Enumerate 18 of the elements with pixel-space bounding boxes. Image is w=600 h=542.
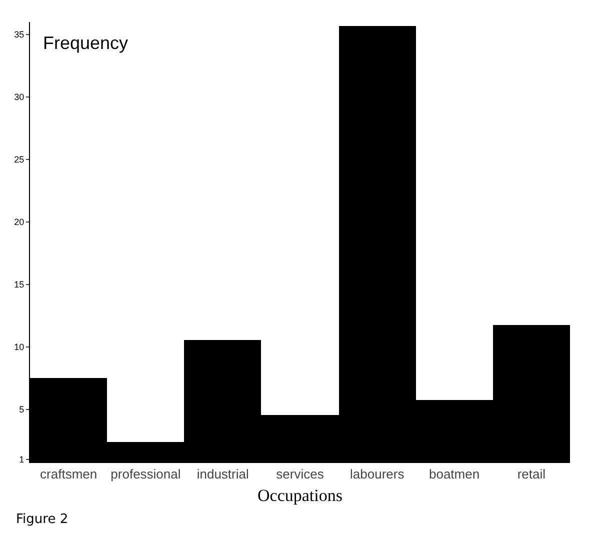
y-tick-label: 30 <box>14 92 24 102</box>
y-tick-label: 5 <box>19 404 24 415</box>
x-tick-label: retail <box>517 466 546 482</box>
x-tick-label: services <box>276 466 324 482</box>
x-axis-title: Occupations <box>258 486 342 505</box>
x-tick-label: industrial <box>196 466 249 482</box>
x-tick-label: labourers <box>350 466 405 482</box>
y-tick-label: 1 <box>19 454 24 465</box>
y-tick-label: 20 <box>14 217 24 228</box>
x-tick-label: craftsmen <box>40 466 98 482</box>
caption: Figure 2 <box>16 512 68 527</box>
y-tick-label: 15 <box>14 280 24 290</box>
x-tick-label: boatmen <box>428 466 480 482</box>
x-tick-label: professional <box>110 466 181 482</box>
y-axis-title: Frequency <box>43 33 128 53</box>
y-tick-label: 10 <box>14 342 24 352</box>
y-tick-label: 25 <box>14 154 24 165</box>
y-tick-label: 35 <box>14 30 24 40</box>
